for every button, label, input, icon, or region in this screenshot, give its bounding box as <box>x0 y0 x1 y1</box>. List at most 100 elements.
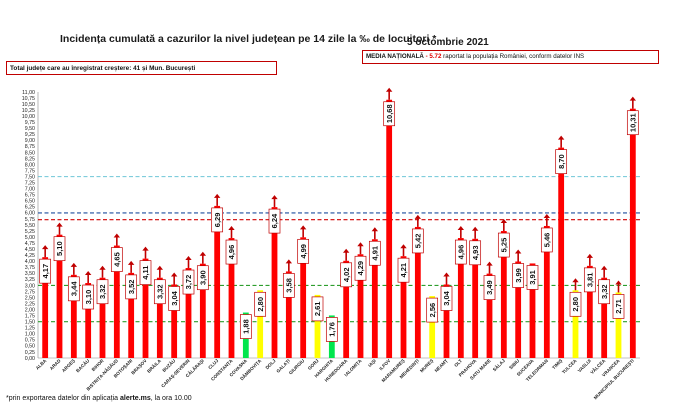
bar <box>529 263 536 358</box>
value-label-box <box>82 284 95 310</box>
increase-arrow-head <box>127 260 135 265</box>
value-label-text: 4,11 <box>141 266 150 280</box>
value-label-text: 4,93 <box>471 245 480 260</box>
value-label: 3,99 <box>512 263 525 288</box>
bar <box>400 256 407 358</box>
bar <box>300 237 307 358</box>
value-label-box <box>512 263 525 288</box>
y-tick-label: 6,00 <box>25 211 35 217</box>
x-tick-label: OLT <box>453 358 463 368</box>
value-label-text: 3,90 <box>198 270 207 285</box>
value-label-text: 3,44 <box>69 281 78 296</box>
bar <box>314 294 321 358</box>
y-tick-label: 9,50 <box>25 126 35 132</box>
value-label-box <box>340 262 353 288</box>
x-tick-label: ALBA <box>35 358 48 371</box>
footer-suffix: , la ora 10.00 <box>150 395 192 402</box>
value-label-text: 3,58 <box>284 278 293 293</box>
bar <box>371 239 378 358</box>
value-label-text: 2,80 <box>256 297 265 312</box>
y-tick-label: 2,50 <box>25 295 35 301</box>
value-label-box <box>211 207 224 233</box>
y-tick-label: 8,75 <box>25 144 35 150</box>
y-tick-label: 2,25 <box>25 301 35 307</box>
value-label-text: 3,49 <box>485 280 494 295</box>
y-tick-label: 0,00 <box>25 356 35 362</box>
bar <box>42 257 49 358</box>
y-tick-label: 4,75 <box>25 241 35 247</box>
value-label: 3,32 <box>598 279 611 305</box>
value-label: 4,11 <box>139 260 152 285</box>
increase-arrow-head <box>615 280 622 285</box>
bar <box>271 207 278 358</box>
value-label: 4,96 <box>225 239 238 265</box>
x-tick-label: BACĂU <box>74 357 90 373</box>
bar <box>128 272 135 358</box>
bar <box>386 99 393 358</box>
bar <box>185 268 192 358</box>
value-label-box <box>469 240 482 266</box>
increase-arrow-head <box>156 265 164 270</box>
value-label: 3,72 <box>182 269 195 295</box>
y-tick-label: 4,00 <box>25 259 35 265</box>
y-tick-label: 3,25 <box>25 277 35 283</box>
value-label-text: 6,24 <box>270 213 279 228</box>
value-label-text: 3,52 <box>127 280 136 295</box>
increase-arrow-head <box>299 225 307 230</box>
y-tick-label: 6,25 <box>25 205 35 211</box>
value-label-box <box>497 232 510 258</box>
value-label-box <box>626 110 639 136</box>
value-label: 3,04 <box>168 286 181 311</box>
x-tick-label: SĂLAJ <box>491 357 506 372</box>
bar <box>629 108 636 358</box>
y-tick-label: 3,00 <box>25 283 35 289</box>
increase-arrow-head <box>285 259 293 264</box>
value-label: 4,91 <box>368 240 381 266</box>
value-label-box <box>96 279 109 305</box>
value-label: 4,17 <box>39 258 52 284</box>
value-label-box <box>383 101 396 127</box>
value-label: 3,52 <box>125 274 138 300</box>
bar <box>85 283 92 358</box>
value-label-box <box>411 228 424 254</box>
footer-app: alerte.ms <box>120 395 151 402</box>
increase-arrow-head <box>99 265 106 270</box>
y-tick-label: 9,75 <box>25 120 35 126</box>
value-label-box <box>196 265 209 291</box>
value-label-box <box>239 314 252 339</box>
y-tick-label: 3,75 <box>25 265 35 271</box>
chart-date: 5 octombrie 2021 <box>407 37 489 48</box>
value-label-box <box>311 296 324 322</box>
bar <box>543 225 550 358</box>
value-label-box <box>182 269 195 295</box>
value-label: 8,70 <box>555 149 568 174</box>
value-label-text: 4,02 <box>342 267 351 282</box>
increase-arrow-head <box>357 242 364 247</box>
y-tick-label: 2,00 <box>25 307 35 313</box>
value-label: 2,71 <box>612 294 625 319</box>
value-label-text: 3,32 <box>600 284 609 299</box>
value-label-box <box>282 273 295 298</box>
value-label-text: 5,46 <box>542 233 551 248</box>
value-label-box <box>368 240 381 266</box>
x-tick-label: DOLJ <box>264 358 277 371</box>
bar <box>56 234 63 358</box>
y-tick-label: 7,50 <box>25 174 35 180</box>
value-label-text: 10,68 <box>385 104 394 123</box>
increase-arrow-head <box>342 248 350 253</box>
y-tick-label: 1,50 <box>25 320 35 326</box>
value-label: 3,49 <box>483 275 496 300</box>
increase-arrow-head <box>443 272 450 277</box>
x-tick-label: BRAȘOV <box>130 358 149 377</box>
y-tick-label: 8,50 <box>25 150 35 156</box>
increase-arrow-head <box>572 278 579 283</box>
bar <box>586 265 593 358</box>
x-tick-label: GORJ <box>307 358 320 371</box>
bar <box>486 273 493 358</box>
value-label: 3,90 <box>196 265 209 291</box>
value-label-text: 4,21 <box>399 263 408 278</box>
value-label: 4,93 <box>469 240 482 266</box>
value-label-box <box>440 286 453 311</box>
value-label: 5,46 <box>540 227 553 253</box>
x-tick-label: BRĂILA <box>146 357 163 374</box>
